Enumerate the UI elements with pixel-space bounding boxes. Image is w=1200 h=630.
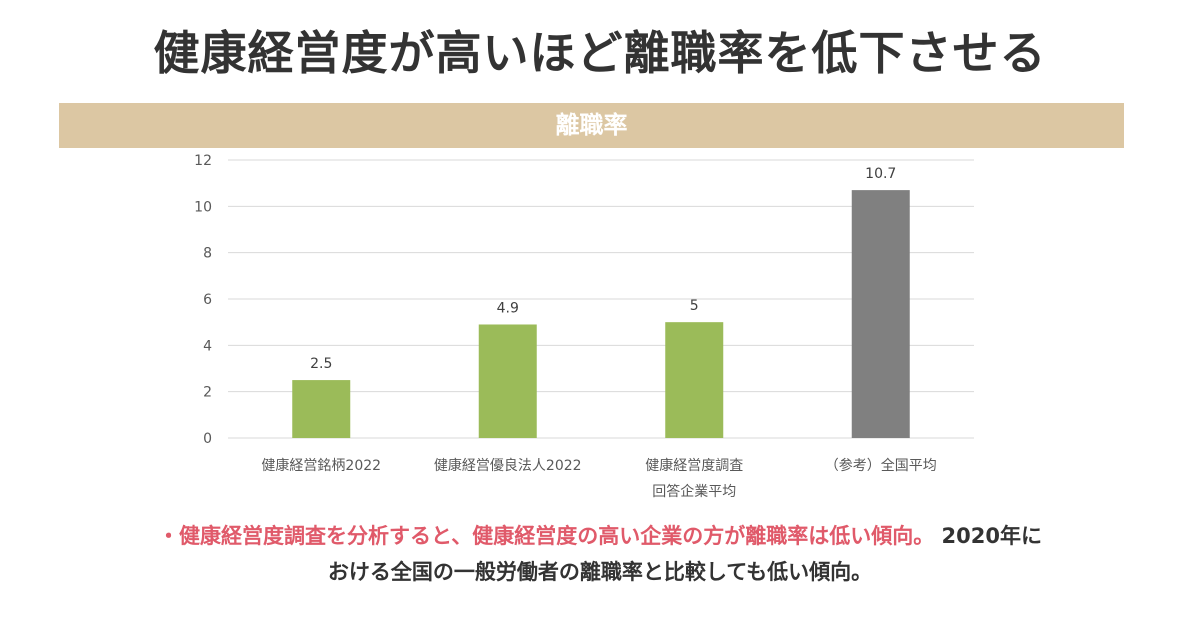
y-tick-label: 8 xyxy=(203,246,212,262)
bar-value-label: 10.7 xyxy=(865,166,896,182)
bar xyxy=(851,190,910,438)
y-tick-label: 4 xyxy=(203,338,212,354)
x-tick-label: 健康経営度調査 xyxy=(645,457,743,474)
bar xyxy=(665,322,724,438)
bar xyxy=(478,324,537,438)
grid-layer xyxy=(228,159,974,439)
x-tick-label: （参考）全国平均 xyxy=(825,457,937,474)
caption-line1-rest: 2020年に xyxy=(941,524,1042,548)
y-tick-label: 2 xyxy=(203,385,212,401)
bar xyxy=(292,380,351,438)
x-tick-label: 回答企業平均 xyxy=(652,483,736,500)
caption-line2: おける全国の一般労働者の離職率と比較しても低い傾向。 xyxy=(327,560,873,584)
bar-chart: 0 2 4 6 8 10 12 2.5 健康経営銘柄2022 4.9 健康経営優良法人2022 5 健康… xyxy=(194,153,974,500)
page-title: 健康経営度が高いほど離職率を低下させる xyxy=(153,26,1047,80)
bars-layer xyxy=(292,190,910,438)
chart-banner: 離職率 xyxy=(59,103,1124,148)
bar-value-label: 5 xyxy=(690,298,699,314)
bar-value-label: 2.5 xyxy=(310,356,332,372)
y-tick-label: 10 xyxy=(194,199,212,215)
bar-value-label: 4.9 xyxy=(497,300,519,316)
labels-layer: 0 2 4 6 8 10 12 2.5 健康経営銘柄2022 4.9 健康経営優良法人2022 5 健康… xyxy=(194,153,937,500)
caption: ・健康経営度調査を分析すると、健康経営度の高い企業の方が離職率は低い傾向。 20… xyxy=(40,518,1160,590)
y-tick-label: 6 xyxy=(203,292,212,308)
x-tick-label: 健康経営優良法人2022 xyxy=(434,457,582,474)
x-tick-label: 健康経営銘柄2022 xyxy=(261,457,381,474)
caption-highlight: ・健康経営度調査を分析すると、健康経営度の高い企業の方が離職率は低い傾向。 xyxy=(158,524,935,548)
y-tick-label: 12 xyxy=(194,153,212,169)
y-tick-label: 0 xyxy=(203,431,212,447)
